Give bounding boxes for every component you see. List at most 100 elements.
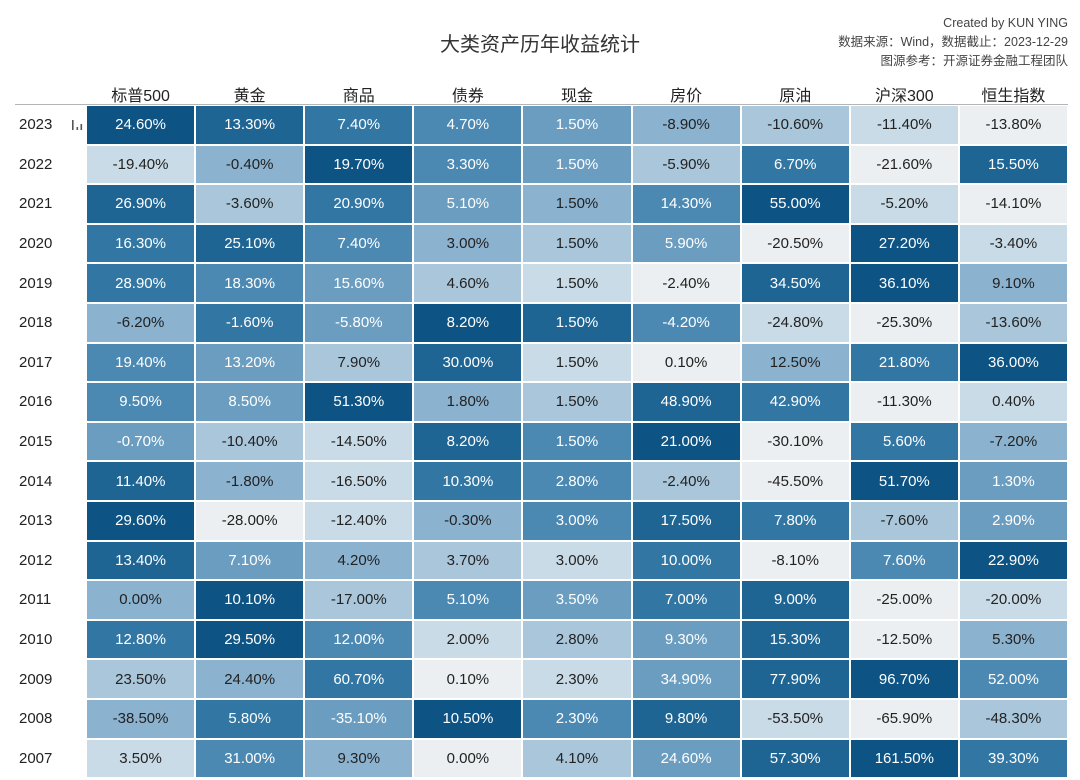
heatmap-cell: 29.50% — [195, 619, 305, 660]
heatmap-cell: -35.10% — [304, 698, 414, 739]
heatmap-cell: 3.50% — [86, 738, 196, 779]
year-label: 2015 — [15, 422, 86, 462]
heatmap-cell: -8.90% — [631, 105, 741, 145]
heatmap-cell: 161.50% — [849, 738, 959, 779]
heatmap-cell: -65.90% — [849, 698, 959, 739]
heatmap-cell: 24.60% — [631, 738, 741, 779]
heatmap-cell: 1.50% — [522, 342, 632, 383]
heatmap-cell: 21.80% — [849, 342, 959, 383]
column-header: 黄金 — [195, 84, 305, 105]
heatmap-cell: 16.30% — [86, 223, 196, 264]
heatmap-cell: 1.50% — [522, 144, 632, 185]
heatmap-cell: 34.50% — [740, 263, 850, 303]
year-text: 2012 — [19, 551, 53, 569]
heatmap-cell: 2.30% — [522, 659, 632, 699]
heatmap-cell: 15.30% — [740, 619, 850, 660]
heatmap-cell: 29.60% — [86, 500, 196, 541]
heatmap-cell: 34.90% — [631, 659, 741, 699]
heatmap-cell: 7.40% — [304, 223, 414, 264]
heatmap-cell: -3.60% — [195, 184, 305, 224]
heatmap-cell: 7.00% — [631, 580, 741, 620]
heatmap-cell: 55.00% — [740, 184, 850, 224]
heatmap-cell: 25.10% — [195, 223, 305, 264]
heatmap-cell: 36.00% — [958, 342, 1068, 383]
heatmap-cell: 1.50% — [522, 263, 632, 303]
year-label: 2021 — [15, 184, 86, 224]
heatmap-cell: 3.50% — [522, 580, 632, 620]
heatmap-cell: 2.00% — [413, 619, 523, 660]
year-label: 2014 — [15, 461, 86, 501]
year-text: 2016 — [19, 393, 53, 411]
heatmap-cell: 1.50% — [522, 382, 632, 422]
year-text: 2010 — [19, 631, 53, 649]
heatmap-cell: 7.40% — [304, 105, 414, 145]
heatmap-cell: 5.10% — [413, 184, 523, 224]
heatmap-cell: 9.50% — [86, 382, 196, 422]
heatmap-cell: 14.30% — [631, 184, 741, 224]
heatmap-cell: 7.10% — [195, 540, 305, 581]
chart-meta: Created by KUN YING 数据来源：Wind，数据截止：2023-… — [838, 14, 1068, 71]
heatmap-cell: -16.50% — [304, 461, 414, 501]
heatmap-cell: 4.20% — [304, 540, 414, 581]
heatmap-cell: -10.60% — [740, 105, 850, 145]
year-label: 2023 — [15, 105, 86, 145]
heatmap-cell: 8.20% — [413, 302, 523, 343]
heatmap-cell: 96.70% — [849, 659, 959, 699]
heatmap-cell: -7.20% — [958, 421, 1068, 462]
heatmap-cell: -1.80% — [195, 461, 305, 501]
heatmap-cell: -0.30% — [413, 500, 523, 541]
heatmap-cell: -17.00% — [304, 580, 414, 620]
heatmap-cell: 9.30% — [631, 619, 741, 660]
year-text: 2018 — [19, 314, 53, 332]
heatmap-cell: -5.90% — [631, 144, 741, 185]
year-label: 2019 — [15, 263, 86, 303]
heatmap-cell: -28.00% — [195, 500, 305, 541]
year-label: 2010 — [15, 620, 86, 660]
heatmap-cell: -25.00% — [849, 580, 959, 620]
heatmap-cell: 57.30% — [740, 738, 850, 779]
heatmap-cell: 24.40% — [195, 659, 305, 699]
column-header: 标普500 — [86, 84, 196, 105]
year-label: 2018 — [15, 303, 86, 343]
heatmap-cell: 2.30% — [522, 698, 632, 739]
heatmap-cell: 42.90% — [740, 382, 850, 422]
heatmap-cell: 31.00% — [195, 738, 305, 779]
heatmap-cell: -20.00% — [958, 580, 1068, 620]
year-label: 2020 — [15, 224, 86, 264]
heatmap-cell: 13.30% — [195, 105, 305, 145]
heatmap-cell: 24.60% — [86, 105, 196, 145]
heatmap-cell: 2.90% — [958, 500, 1068, 541]
heatmap-cell: -6.20% — [86, 302, 196, 343]
corner-header — [15, 84, 86, 105]
heatmap-cell: -0.40% — [195, 144, 305, 185]
heatmap-cell: 3.00% — [413, 223, 523, 264]
heatmap-cell: 3.00% — [522, 500, 632, 541]
heatmap-cell: 15.60% — [304, 263, 414, 303]
heatmap-cell: -14.10% — [958, 184, 1068, 224]
heatmap-cell: 1.50% — [522, 105, 632, 145]
column-header: 沪深300 — [849, 84, 959, 105]
year-label: 2022 — [15, 145, 86, 185]
year-text: 2015 — [19, 433, 53, 451]
heatmap-cell: -45.50% — [740, 461, 850, 501]
column-header: 原油 — [740, 84, 850, 105]
heatmap-cell: 52.00% — [958, 659, 1068, 699]
heatmap-cell: 0.00% — [86, 580, 196, 620]
heatmap-cell: -12.50% — [849, 619, 959, 660]
heatmap-cell: 10.50% — [413, 698, 523, 739]
heatmap-cell: 4.70% — [413, 105, 523, 145]
heatmap-cell: 17.50% — [631, 500, 741, 541]
year-label: 2009 — [15, 659, 86, 699]
heatmap-cell: -38.50% — [86, 698, 196, 739]
heatmap-cell: 1.80% — [413, 382, 523, 422]
heatmap-cell: 8.20% — [413, 421, 523, 462]
heatmap-cell: 4.10% — [522, 738, 632, 779]
year-text: 2021 — [19, 195, 53, 213]
heatmap-cell: -2.40% — [631, 461, 741, 501]
year-text: 2019 — [19, 274, 53, 292]
heatmap-cell: 23.50% — [86, 659, 196, 699]
heatmap-cell: 5.80% — [195, 698, 305, 739]
heatmap-cell: -10.40% — [195, 421, 305, 462]
sort-icon[interactable] — [72, 119, 83, 130]
heatmap-cell: 1.50% — [522, 421, 632, 462]
